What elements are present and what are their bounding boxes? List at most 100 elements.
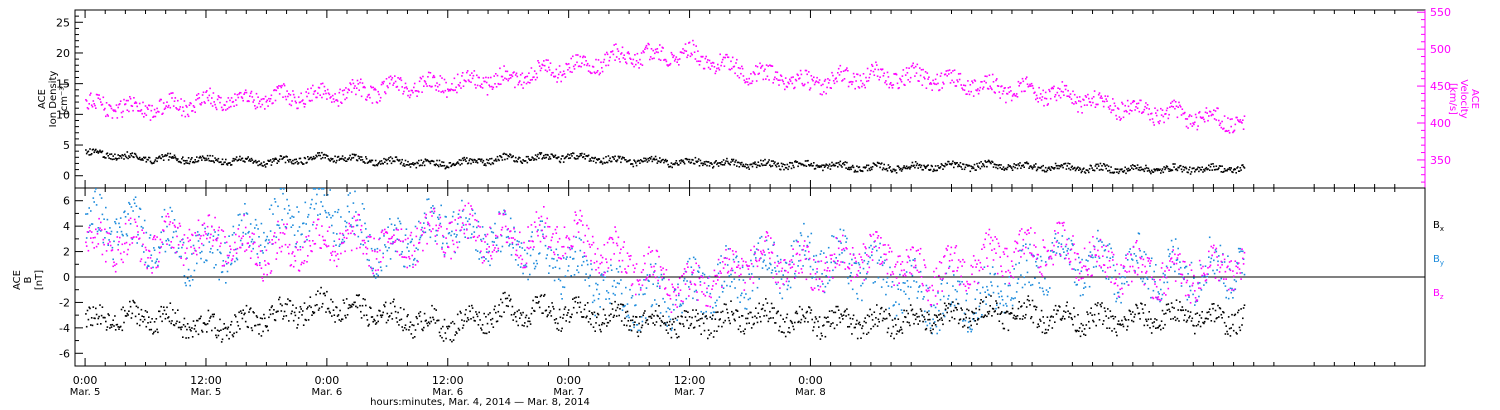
density-point	[307, 158, 310, 161]
density-point	[656, 162, 659, 164]
by-point	[295, 243, 297, 245]
by-point	[112, 258, 114, 261]
density-point	[142, 159, 144, 161]
by-point	[321, 188, 323, 190]
bottom-bz-points	[85, 202, 1246, 313]
velocity-point	[96, 94, 99, 96]
density-point	[101, 150, 104, 152]
bz-point	[202, 234, 205, 237]
by-point	[918, 286, 920, 288]
by-point	[1080, 270, 1083, 272]
by-point	[1067, 247, 1069, 250]
by-point	[392, 241, 394, 243]
density-point	[1134, 165, 1136, 167]
velocity-point	[642, 50, 644, 52]
velocity-point	[404, 82, 407, 85]
density-point	[946, 163, 948, 166]
by-point	[638, 293, 640, 296]
velocity-point	[1171, 100, 1174, 103]
density-point	[1082, 168, 1084, 170]
by-point	[654, 299, 656, 301]
by-point	[356, 224, 359, 227]
velocity-point	[576, 61, 578, 64]
velocity-point	[627, 51, 630, 53]
by-point	[1121, 276, 1124, 278]
density-point	[888, 167, 890, 169]
density-point	[913, 164, 915, 167]
by-point	[1124, 276, 1126, 279]
by-point	[109, 233, 112, 235]
density-point	[986, 160, 989, 163]
by-point	[408, 265, 411, 267]
by-point	[709, 292, 712, 295]
bz-point	[322, 239, 325, 242]
velocity-point	[1156, 109, 1159, 112]
density-point	[224, 161, 226, 163]
density-point	[1157, 168, 1160, 170]
by-point	[1072, 244, 1074, 247]
velocity-point	[918, 80, 920, 82]
density-point	[538, 157, 540, 159]
bz-point	[249, 257, 252, 259]
by-point	[530, 235, 533, 238]
velocity-point	[123, 98, 125, 101]
velocity-point	[346, 91, 349, 94]
by-point	[1203, 284, 1205, 286]
bz-point	[598, 272, 601, 274]
density-point	[511, 156, 514, 158]
by-point	[866, 272, 868, 275]
density-point	[1227, 168, 1230, 171]
velocity-point	[861, 85, 863, 88]
by-point	[157, 264, 159, 267]
bz-point	[454, 219, 456, 221]
by-point	[1175, 259, 1178, 261]
by-point	[415, 247, 418, 249]
bz-point	[146, 267, 148, 270]
by-point	[297, 230, 299, 232]
velocity-point	[373, 88, 375, 91]
velocity-point	[615, 43, 617, 45]
velocity-point	[1202, 116, 1204, 119]
velocity-point	[623, 54, 625, 56]
bz-point	[390, 237, 393, 240]
bz-point	[621, 259, 624, 262]
by-point	[1044, 261, 1047, 263]
by-point	[182, 241, 185, 244]
density-point	[228, 162, 230, 164]
by-point	[320, 201, 322, 203]
density-point	[1027, 162, 1030, 165]
velocity-point	[1077, 111, 1079, 113]
by-point	[752, 265, 755, 268]
by-point	[489, 264, 491, 267]
density-point	[699, 159, 702, 162]
density-point	[941, 164, 943, 166]
by-point	[318, 188, 321, 190]
bz-point	[438, 224, 441, 227]
density-point	[284, 161, 287, 164]
density-point	[119, 155, 121, 157]
velocity-point	[119, 100, 122, 102]
density-point	[413, 164, 415, 166]
by-point	[183, 275, 186, 277]
density-point	[208, 159, 211, 162]
bz-point	[414, 264, 417, 266]
velocity-point	[136, 105, 138, 108]
density-point	[225, 158, 227, 161]
velocity-point	[957, 73, 960, 75]
bz-point	[384, 228, 386, 231]
density-point	[242, 160, 244, 162]
velocity-point	[1128, 112, 1131, 115]
velocity-point	[808, 89, 811, 91]
density-point	[578, 155, 581, 157]
by-point	[820, 250, 823, 252]
velocity-point	[1010, 99, 1013, 102]
density-point	[457, 162, 460, 165]
bz-point	[465, 223, 467, 226]
by-point	[363, 208, 365, 210]
velocity-point	[1098, 92, 1101, 94]
density-point	[785, 167, 788, 169]
density-point	[548, 158, 550, 160]
bz-point	[496, 235, 499, 238]
density-point	[1224, 170, 1227, 172]
by-point	[1131, 258, 1133, 260]
